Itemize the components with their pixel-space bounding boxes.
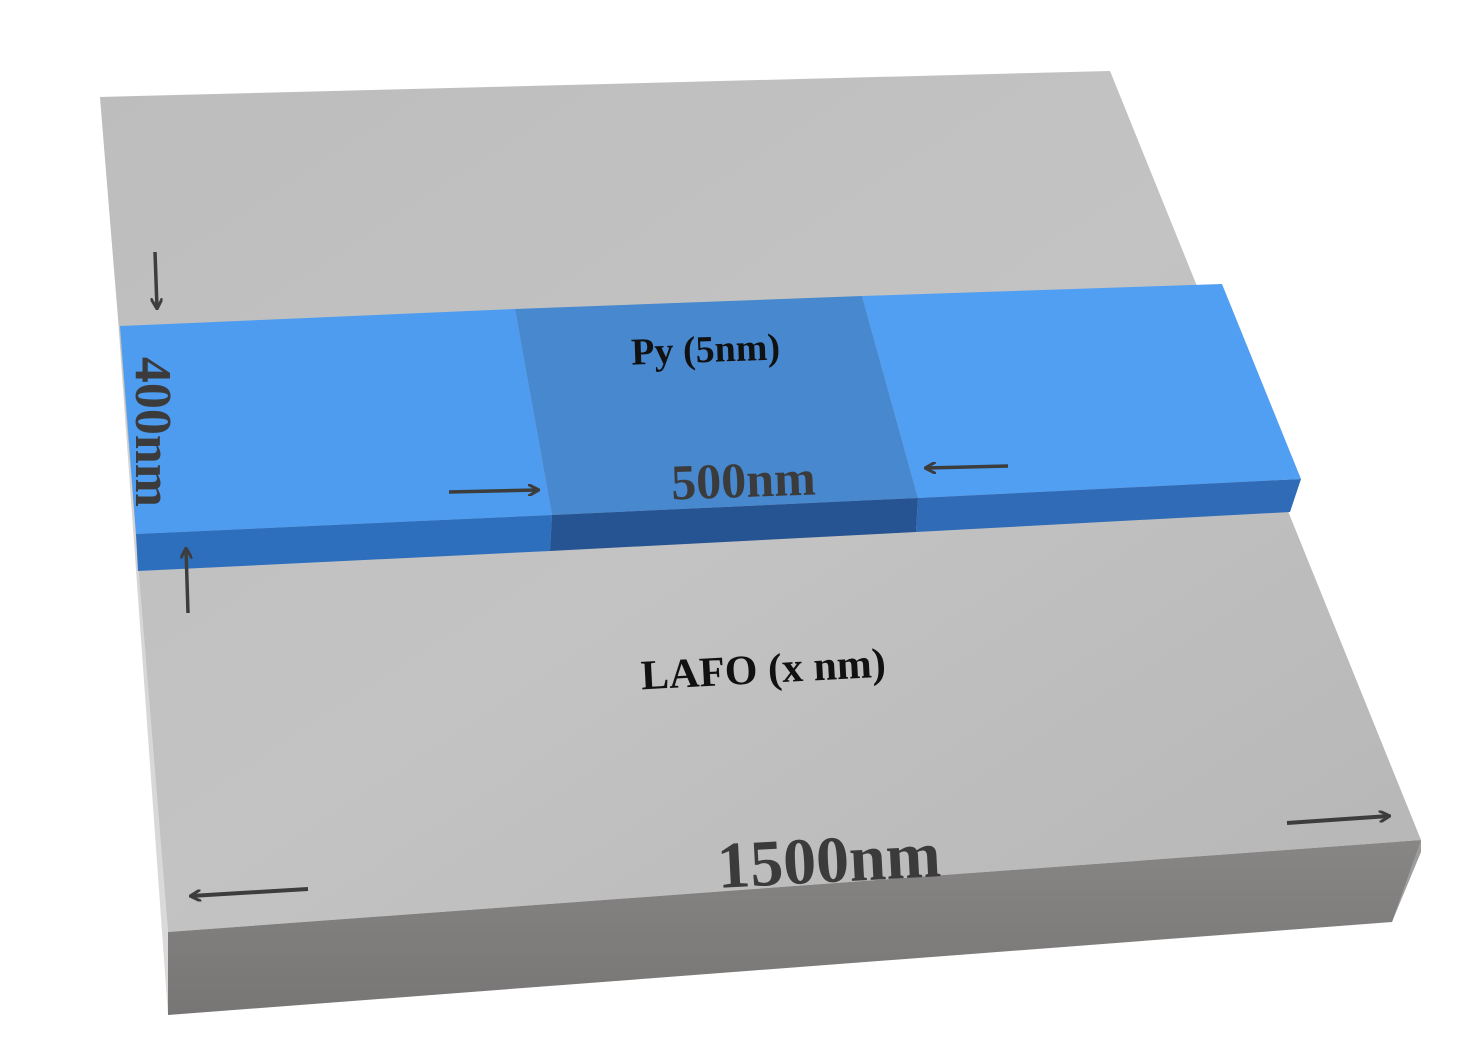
strip-gap-top	[515, 296, 918, 515]
gap-length-label: 500nm	[670, 450, 816, 511]
gap-arrow-left	[448, 490, 538, 492]
py-layer-label: Py (5nm)	[630, 326, 780, 373]
strip-right-front	[916, 479, 1301, 532]
strip-gap-front	[550, 498, 918, 551]
strip-right-top	[862, 284, 1301, 498]
width-arrow-top	[155, 251, 157, 308]
strip-left-front	[136, 515, 552, 571]
width-arrow-bottom	[186, 549, 188, 614]
diagram-labels: Py (5nm) 500nm 400nm LAFO (x nm) 1500nm	[124, 326, 942, 902]
dimension-arrows	[155, 251, 1389, 896]
substrate-length-label: 1500nm	[715, 818, 942, 903]
length-arrow-left	[191, 887, 309, 896]
length-arrow-right	[1286, 816, 1389, 825]
strip-width-label: 400nm	[124, 357, 181, 507]
substrate-front-face	[168, 840, 1421, 1015]
py-strip	[120, 284, 1301, 571]
strip-left-top	[120, 309, 552, 534]
gap-arrow-right	[926, 466, 1009, 468]
